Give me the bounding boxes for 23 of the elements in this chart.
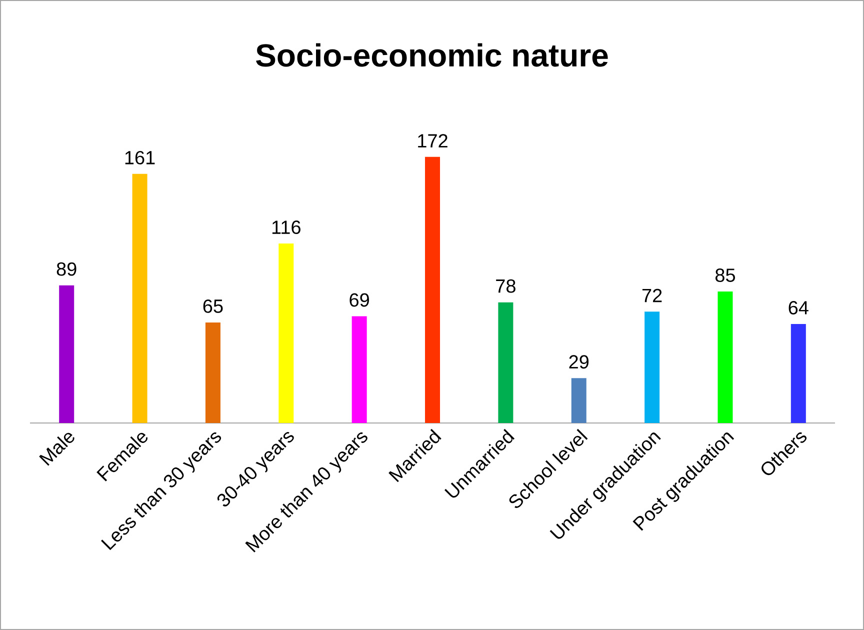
data-label: 172	[418, 134, 448, 148]
bar	[790, 324, 806, 423]
bar	[132, 174, 148, 423]
data-label: 161	[125, 150, 155, 164]
bar	[571, 378, 586, 423]
bar	[644, 312, 660, 423]
data-label: 78	[496, 279, 516, 293]
data-label: 89	[56, 262, 76, 276]
bar	[498, 302, 514, 423]
data-label: 116	[272, 220, 300, 234]
chart-title: Socio-economic nature	[256, 43, 608, 67]
data-label: 69	[350, 293, 369, 307]
data-label: 64	[788, 301, 808, 314]
data-label: 29	[569, 355, 589, 369]
data-label: 72	[642, 288, 662, 302]
data-label: 65	[203, 299, 223, 313]
bar	[352, 316, 367, 423]
bar	[278, 244, 294, 423]
bar	[425, 156, 440, 423]
bar	[59, 285, 74, 423]
data-label: 85	[716, 268, 736, 282]
bar	[718, 292, 733, 423]
bar	[205, 322, 220, 423]
